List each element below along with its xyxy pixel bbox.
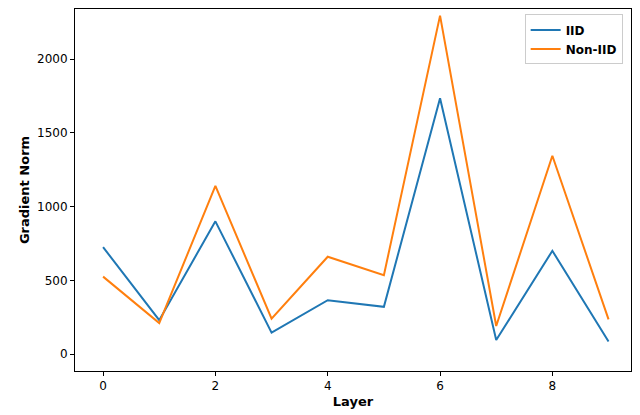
svg-text:0: 0 xyxy=(99,379,107,393)
svg-text:6: 6 xyxy=(436,379,444,393)
svg-text:IID: IID xyxy=(566,24,585,38)
svg-text:Layer: Layer xyxy=(333,394,374,409)
svg-text:4: 4 xyxy=(324,379,332,393)
svg-text:2000: 2000 xyxy=(37,52,68,66)
svg-text:500: 500 xyxy=(45,274,68,288)
svg-text:8: 8 xyxy=(549,379,557,393)
svg-text:Gradient Norm: Gradient Norm xyxy=(17,136,32,244)
svg-text:0: 0 xyxy=(60,347,68,361)
svg-text:Non-IID: Non-IID xyxy=(566,43,617,57)
svg-text:2: 2 xyxy=(212,379,220,393)
svg-text:1500: 1500 xyxy=(37,126,68,140)
svg-text:1000: 1000 xyxy=(37,200,68,214)
